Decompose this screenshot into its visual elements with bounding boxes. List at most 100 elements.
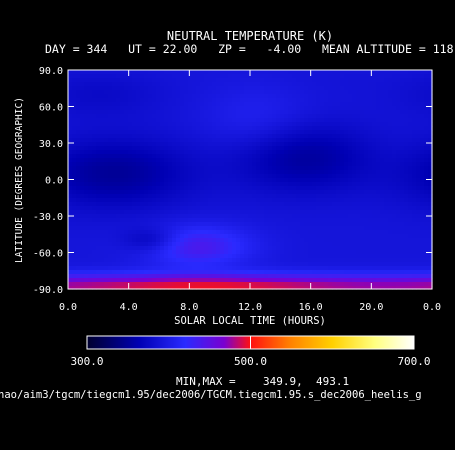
heatmap-cell: [348, 154, 353, 159]
heatmap-cell: [216, 254, 221, 259]
heatmap-cell: [396, 222, 401, 227]
heatmap-cell: [232, 90, 237, 95]
heatmap-cell: [316, 218, 321, 223]
heatmap-cell: [284, 286, 289, 290]
heatmap-cell: [304, 262, 309, 267]
heatmap-cell: [80, 210, 85, 215]
heatmap-cell: [324, 246, 329, 251]
heatmap-cell: [224, 106, 229, 111]
heatmap-cell: [164, 206, 169, 211]
heatmap-cell: [328, 106, 333, 111]
heatmap-cell: [124, 146, 129, 151]
heatmap-cell: [224, 114, 229, 119]
heatmap-cell: [96, 86, 101, 91]
heatmap-cell: [224, 226, 229, 231]
heatmap-cell: [256, 126, 261, 131]
heatmap-cell: [224, 134, 229, 139]
heatmap-cell: [368, 106, 373, 111]
heatmap-cell: [176, 242, 181, 247]
heatmap-cell: [420, 214, 425, 219]
heatmap-cell: [208, 254, 213, 259]
heatmap-cell: [292, 70, 297, 75]
heatmap-cell: [144, 282, 149, 287]
heatmap-cell: [304, 90, 309, 95]
heatmap-cell: [316, 270, 321, 275]
heatmap-cell: [208, 274, 213, 279]
heatmap-cell: [268, 186, 273, 191]
heatmap-cell: [272, 90, 277, 95]
heatmap-cell: [252, 282, 257, 287]
heatmap-cell: [208, 262, 213, 267]
heatmap-cell: [240, 262, 245, 267]
heatmap-cell: [240, 142, 245, 147]
heatmap-cell: [392, 74, 397, 79]
heatmap-cell: [240, 170, 245, 175]
heatmap-cell: [280, 230, 285, 235]
heatmap-cell: [80, 94, 85, 99]
heatmap-cell: [76, 218, 81, 223]
heatmap-cell: [156, 98, 161, 103]
heatmap-cell: [336, 226, 341, 231]
heatmap-cell: [76, 118, 81, 123]
heatmap-cell: [204, 266, 209, 271]
heatmap-cell: [344, 226, 349, 231]
heatmap-cell: [96, 198, 101, 203]
heatmap-cell: [404, 186, 409, 191]
heatmap-cell: [128, 254, 133, 259]
heatmap-cell: [268, 282, 273, 287]
heatmap-cell: [348, 166, 353, 171]
heatmap-cell: [188, 254, 193, 259]
heatmap-cell: [368, 178, 373, 183]
heatmap-cell: [196, 130, 201, 135]
heatmap-cell: [192, 190, 197, 195]
heatmap-cell: [76, 278, 81, 283]
heatmap-cell: [332, 170, 337, 175]
heatmap-cell: [296, 94, 301, 99]
heatmap-cell: [68, 226, 73, 231]
heatmap-cell: [88, 166, 93, 171]
heatmap-cell: [196, 162, 201, 167]
heatmap-cell: [220, 282, 225, 287]
heatmap-cell: [268, 82, 273, 87]
heatmap-cell: [192, 86, 197, 91]
heatmap-cell: [176, 134, 181, 139]
heatmap-cell: [344, 222, 349, 227]
heatmap-cell: [196, 150, 201, 155]
heatmap-cell: [244, 182, 249, 187]
heatmap-cell: [284, 218, 289, 223]
heatmap-cell: [280, 250, 285, 255]
heatmap-cell: [300, 134, 305, 139]
heatmap-cell: [272, 102, 277, 107]
heatmap-cell: [252, 158, 257, 163]
heatmap-cell: [296, 70, 301, 75]
heatmap-cell: [104, 278, 109, 283]
heatmap-cell: [140, 182, 145, 187]
heatmap-cell: [304, 98, 309, 103]
heatmap-cell: [184, 222, 189, 227]
heatmap-cell: [88, 274, 93, 279]
heatmap-cell: [252, 270, 257, 275]
heatmap-cell: [208, 90, 213, 95]
heatmap-cell: [412, 262, 417, 267]
heatmap-cell: [324, 110, 329, 115]
heatmap-cell: [100, 246, 105, 251]
heatmap-cell: [372, 174, 377, 179]
heatmap-cell: [264, 122, 269, 127]
heatmap-cell: [296, 194, 301, 199]
heatmap-cell: [352, 250, 357, 255]
heatmap-cell: [100, 74, 105, 79]
heatmap-cell: [384, 98, 389, 103]
heatmap-cell: [352, 218, 357, 223]
heatmap-cell: [144, 250, 149, 255]
heatmap-cell: [264, 242, 269, 247]
heatmap-cell: [176, 106, 181, 111]
heatmap-cell: [296, 98, 301, 103]
heatmap-cell: [384, 182, 389, 187]
heatmap-cell: [264, 138, 269, 143]
heatmap-cell: [228, 198, 233, 203]
heatmap-cell: [328, 194, 333, 199]
heatmap-cell: [424, 186, 429, 191]
heatmap-cell: [316, 110, 321, 115]
heatmap-cell: [356, 282, 361, 287]
heatmap-cell: [228, 170, 233, 175]
